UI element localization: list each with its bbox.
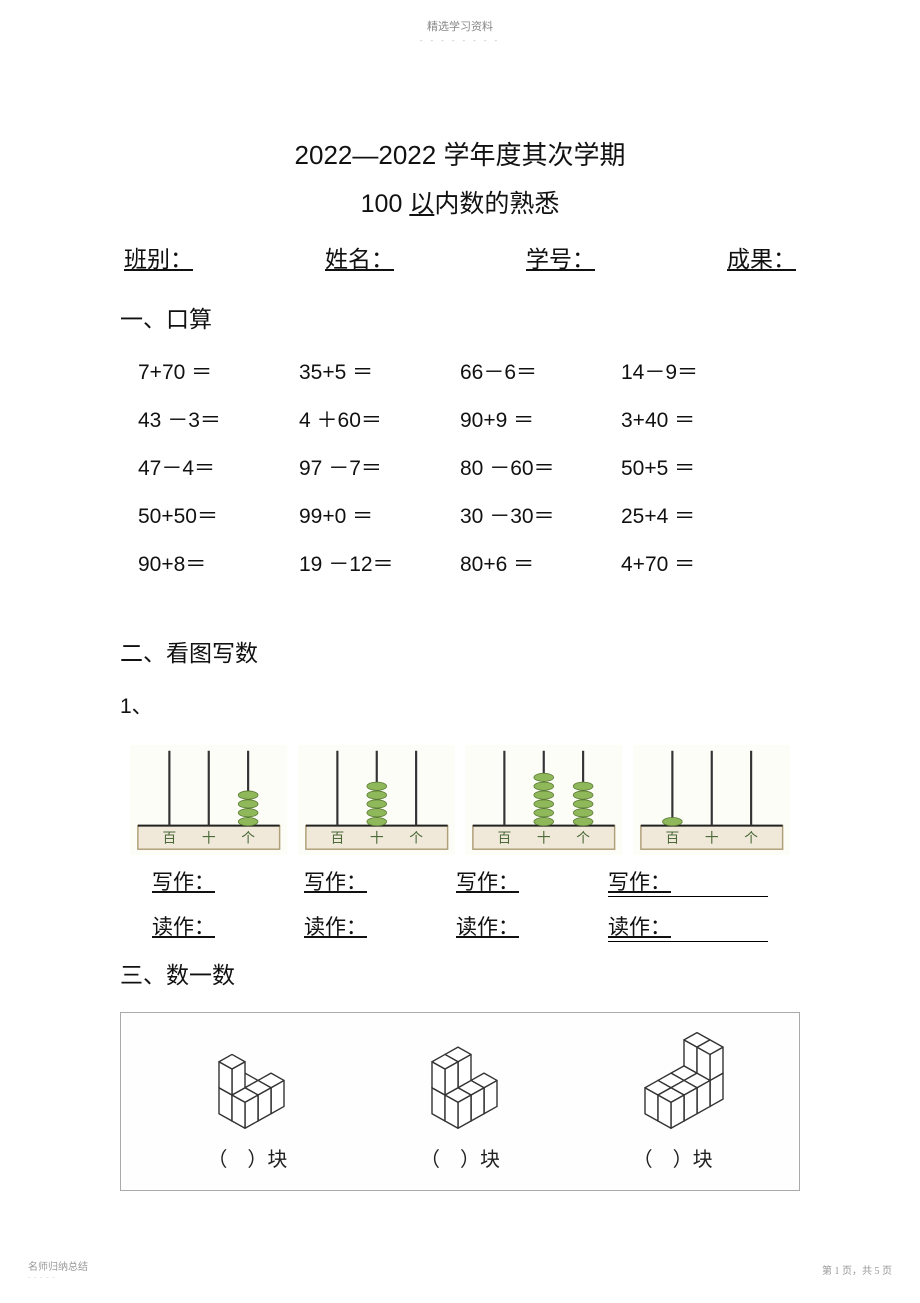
calc-cell: 66－6＝ bbox=[460, 356, 621, 386]
section-2-heading: 二、看图写数 bbox=[120, 634, 800, 668]
calc-cell: 80 －60＝ bbox=[460, 452, 621, 482]
cubes-panel: （ ）块 （ ）块 （ ）块 bbox=[120, 1012, 800, 1191]
cubes-col: （ ）块 bbox=[162, 1023, 332, 1172]
abacus-row: 百十个 百十个 百十个 百十个 bbox=[120, 744, 800, 856]
calc-cell: 30 －30＝ bbox=[460, 500, 621, 530]
abacus-2: 百十个 bbox=[298, 744, 456, 856]
read-label: 读作： bbox=[152, 911, 302, 942]
cubes-figure-1 bbox=[162, 1023, 332, 1133]
calc-cell: 14－9＝ bbox=[621, 356, 782, 386]
svg-text:十: 十 bbox=[202, 830, 216, 845]
write-label: 写作： bbox=[456, 866, 606, 897]
calc-cell: 3+40 ＝ bbox=[621, 404, 782, 434]
svg-text:个: 个 bbox=[744, 830, 758, 845]
calc-cell: 7+70 ＝ bbox=[138, 356, 299, 386]
svg-text:百: 百 bbox=[330, 830, 344, 845]
kuai-label: （ ）块 bbox=[420, 1143, 500, 1172]
info-id: 学号： bbox=[526, 240, 595, 274]
read-row: 读作： 读作： 读作： 读作： bbox=[120, 911, 800, 942]
svg-text:十: 十 bbox=[704, 830, 718, 845]
svg-text:百: 百 bbox=[162, 830, 176, 845]
calc-cell: 47－4＝ bbox=[138, 452, 299, 482]
abacus-3: 百十个 bbox=[465, 744, 623, 856]
title-line-1: 2022—2022 学年度其次学期 bbox=[120, 135, 800, 172]
title2-post: 内数的熟悉 bbox=[434, 190, 559, 218]
cubes-col: （ ）块 bbox=[588, 1023, 758, 1172]
calc-cell: 35+5 ＝ bbox=[299, 356, 460, 386]
footer-left-text: 名师归纳总结 bbox=[28, 1258, 88, 1273]
svg-text:个: 个 bbox=[409, 830, 423, 845]
cubes-col: （ ）块 bbox=[375, 1023, 545, 1172]
svg-text:百: 百 bbox=[497, 830, 511, 845]
calc-cell: 90+9 ＝ bbox=[460, 404, 621, 434]
read-label: 读作： bbox=[304, 911, 454, 942]
title2-pre: 100 bbox=[361, 190, 410, 218]
kuai-label: （ ）块 bbox=[633, 1143, 713, 1172]
title-line-2: 100 以内数的熟悉 bbox=[120, 184, 800, 220]
title2-ul: 以 bbox=[409, 190, 434, 218]
header-dots: - - - - - - - - bbox=[0, 36, 920, 45]
read-label: 读作： bbox=[608, 911, 768, 942]
svg-text:个: 个 bbox=[241, 830, 255, 845]
calc-cell: 19 －12＝ bbox=[299, 548, 460, 578]
section-2-sub: 1、 bbox=[120, 690, 800, 720]
footer-left-dots: - - - - - bbox=[28, 1273, 88, 1281]
calc-cell: 80+6 ＝ bbox=[460, 548, 621, 578]
calc-cell: 4 ＋60＝ bbox=[299, 404, 460, 434]
footer-right: 第 1 页，共 5 页 bbox=[822, 1262, 892, 1277]
cubes-figure-2 bbox=[375, 1023, 545, 1133]
svg-text:十: 十 bbox=[537, 830, 551, 845]
section-1-heading: 一、口算 bbox=[120, 300, 800, 334]
info-name: 姓名： bbox=[325, 240, 394, 274]
calc-cell: 50+50＝ bbox=[138, 500, 299, 530]
calc-cell: 90+8＝ bbox=[138, 548, 299, 578]
calc-cell: 99+0 ＝ bbox=[299, 500, 460, 530]
write-label: 写作： bbox=[608, 866, 768, 897]
svg-text:十: 十 bbox=[369, 830, 383, 845]
calc-cell: 25+4 ＝ bbox=[621, 500, 782, 530]
abacus-1: 百十个 bbox=[130, 744, 288, 856]
write-label: 写作： bbox=[304, 866, 454, 897]
read-label: 读作： bbox=[456, 911, 606, 942]
calc-cell: 50+5 ＝ bbox=[621, 452, 782, 482]
kuai-label: （ ）块 bbox=[207, 1143, 287, 1172]
write-label: 写作： bbox=[152, 866, 302, 897]
calc-cell: 43 －3＝ bbox=[138, 404, 299, 434]
section-3-heading: 三、数一数 bbox=[120, 956, 800, 990]
abacus-4: 百十个 bbox=[633, 744, 791, 856]
svg-text:个: 个 bbox=[576, 830, 590, 845]
cubes-figure-3 bbox=[588, 1023, 758, 1133]
info-class: 班别： bbox=[124, 240, 193, 274]
header-note: 精选学习资料 bbox=[0, 0, 920, 34]
page-content: 2022—2022 学年度其次学期 100 以内数的熟悉 班别： 姓名： 学号：… bbox=[0, 45, 920, 1191]
footer-left: 名师归纳总结 - - - - - bbox=[28, 1258, 88, 1281]
info-row: 班别： 姓名： 学号： 成果： bbox=[120, 240, 800, 274]
svg-text:百: 百 bbox=[665, 830, 679, 845]
write-row: 写作： 写作： 写作： 写作： bbox=[120, 866, 800, 897]
calc-cell: 4+70 ＝ bbox=[621, 548, 782, 578]
calc-cell: 97 －7＝ bbox=[299, 452, 460, 482]
calc-grid: 7+70 ＝ 35+5 ＝ 66－6＝ 14－9＝ 43 －3＝ 4 ＋60＝ … bbox=[120, 356, 800, 578]
info-score: 成果： bbox=[727, 240, 796, 274]
